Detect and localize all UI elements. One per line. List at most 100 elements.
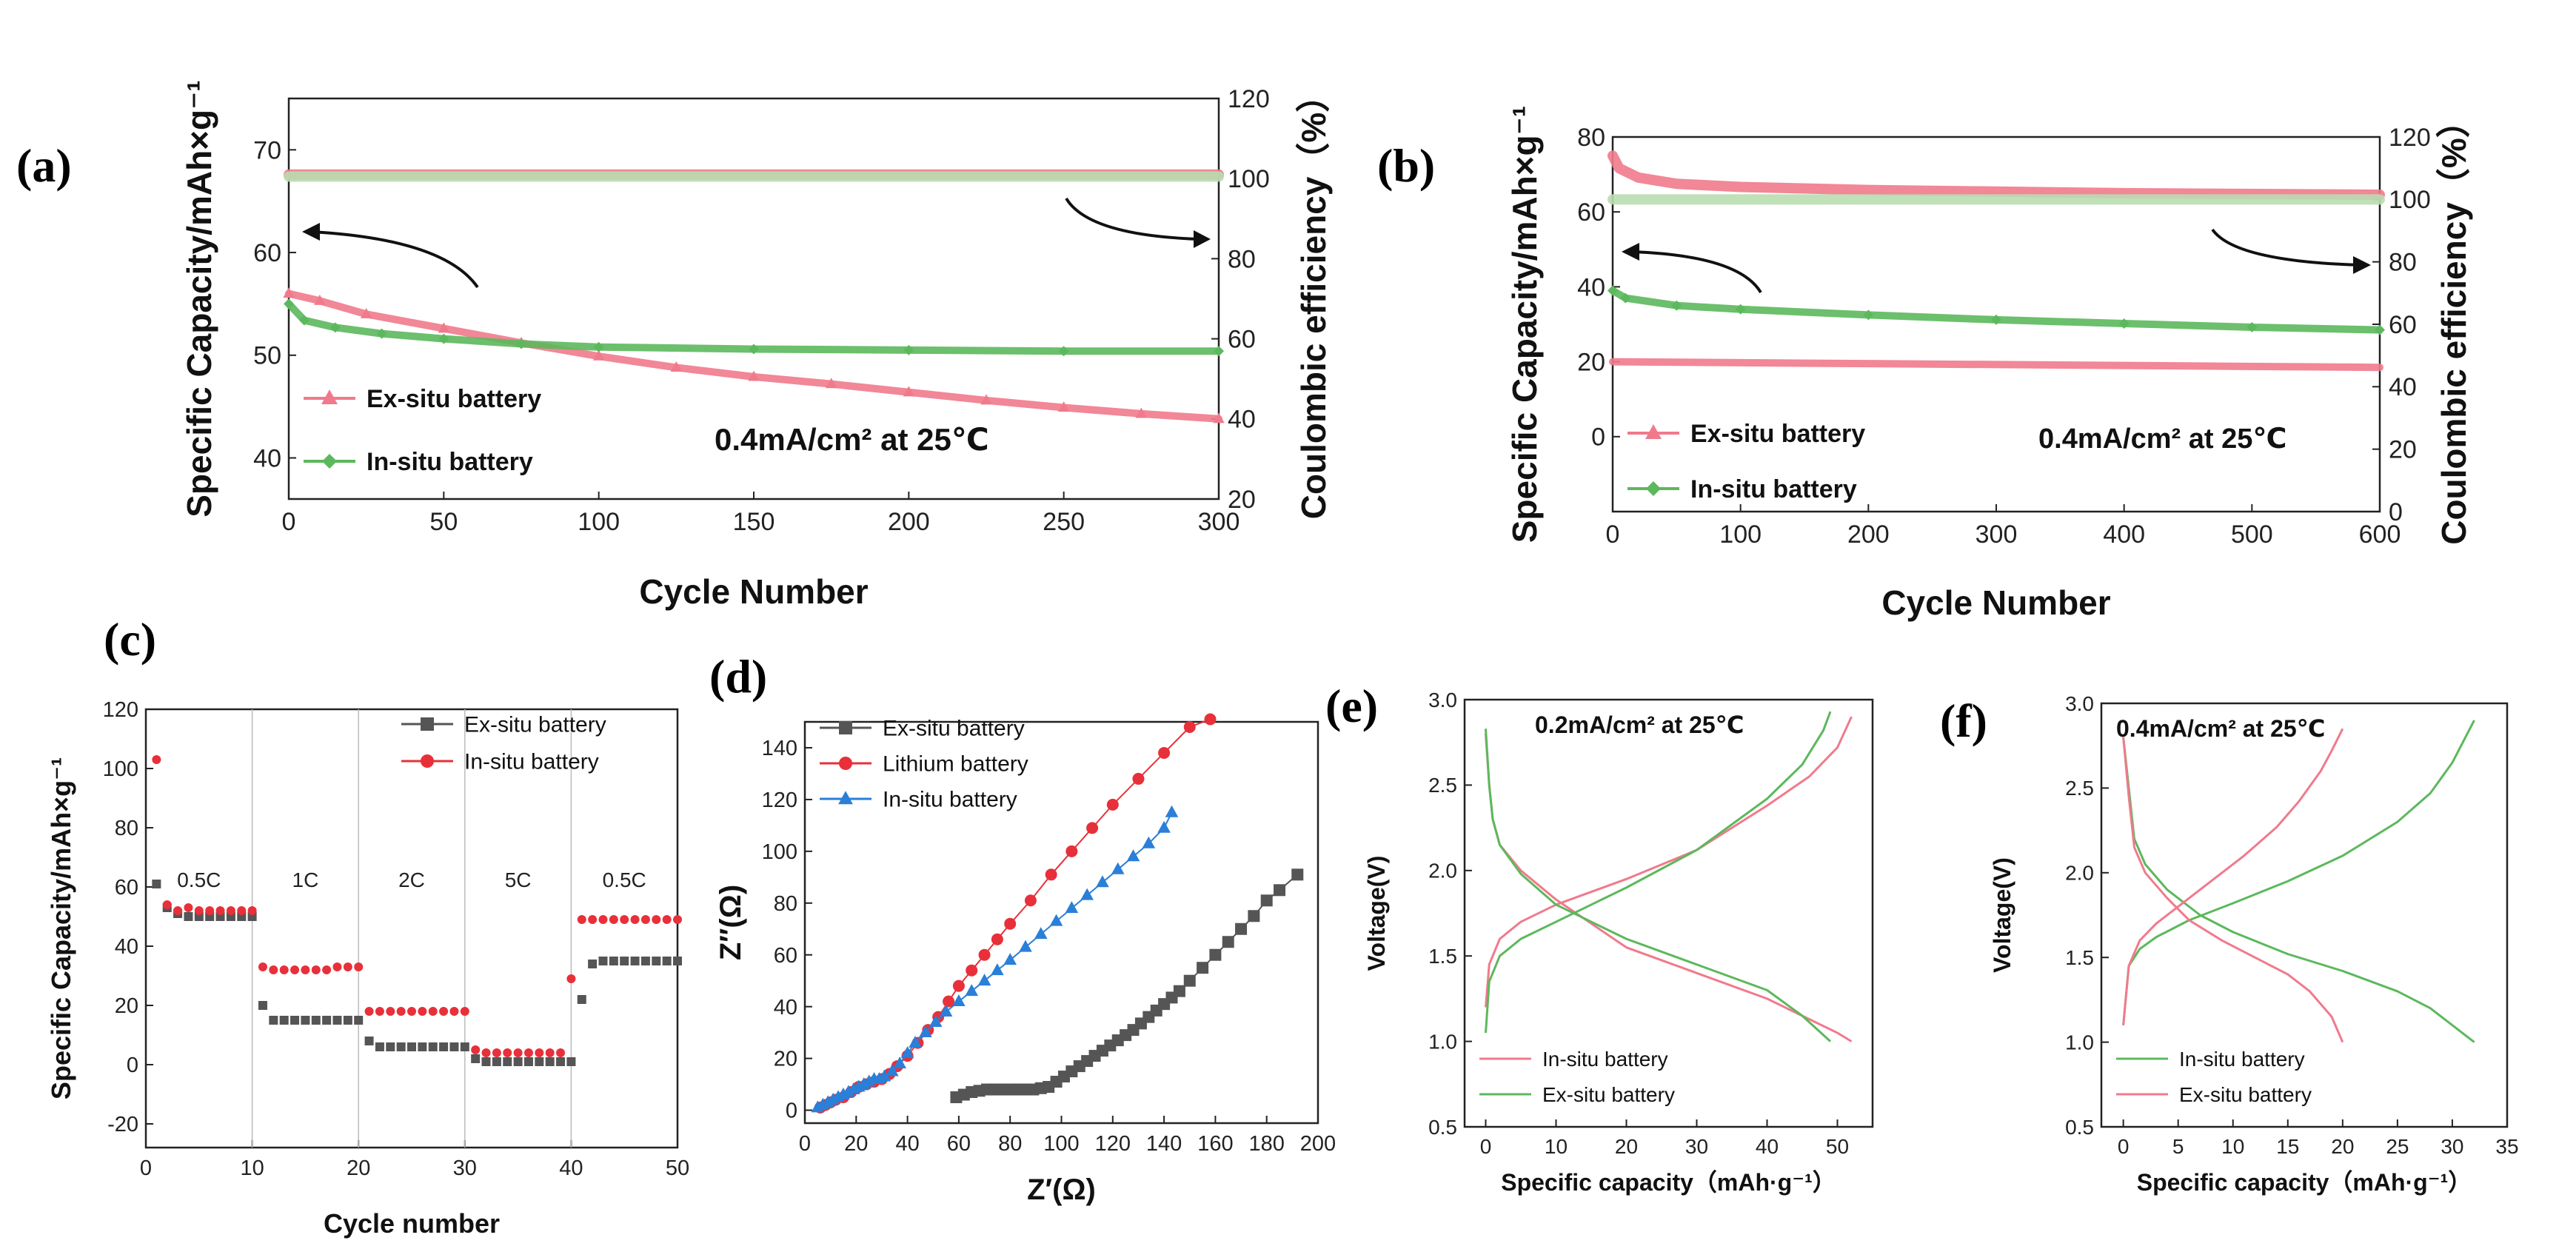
data-point	[205, 906, 215, 915]
data-point	[438, 322, 450, 333]
data-point	[965, 984, 979, 997]
series-ex-situ-ce	[1608, 150, 2385, 201]
series-line	[2122, 720, 2475, 1025]
data-point	[237, 906, 247, 915]
data-point	[471, 1054, 481, 1063]
legend-label: In-situ battery	[1690, 475, 1857, 503]
data-point	[279, 965, 289, 974]
x-tick-label: 20	[1615, 1135, 1638, 1158]
data-point	[269, 1016, 278, 1025]
x-tick-label: 25	[2386, 1135, 2409, 1158]
x-tick-label: 100	[1043, 1132, 1079, 1156]
data-point	[152, 755, 161, 764]
legend: Ex-situ battery In-situ battery	[304, 385, 541, 476]
data-point	[877, 1069, 891, 1082]
x-tick-label: 120	[1095, 1132, 1131, 1156]
series-line	[2122, 737, 2475, 1043]
x-tick-label: 30	[2440, 1135, 2463, 1158]
x-tick-label: 50	[1826, 1135, 1849, 1158]
x-tick-label: 0	[1606, 520, 1620, 549]
left-arrowhead	[1622, 243, 1639, 261]
data-point	[1274, 884, 1286, 897]
data-point	[1248, 910, 1260, 922]
y-tick-label: 60	[1577, 198, 1605, 227]
y-tick-label: 120	[103, 698, 138, 722]
rate-label: 2C	[398, 868, 425, 891]
data-point	[503, 1048, 512, 1057]
x-tick-label: 0	[2118, 1135, 2130, 1158]
y-tick-label: 120	[762, 788, 797, 812]
data-point	[332, 962, 342, 971]
y-tick-label: 1.5	[2065, 946, 2094, 969]
data-point	[492, 1057, 501, 1066]
data-point	[1204, 713, 1217, 726]
data-point	[376, 328, 387, 339]
data-point	[322, 1016, 332, 1025]
x-axis-label: Cycle Number	[639, 572, 868, 611]
y-tick-label: 1.5	[1428, 945, 1457, 968]
data-point	[1291, 868, 1304, 881]
series-line	[1608, 150, 2385, 201]
data-point	[364, 1037, 374, 1045]
x-tick-label: 0	[140, 1156, 152, 1180]
data-point	[566, 1057, 576, 1066]
x-axis-label: Z′(Ω)	[1027, 1173, 1096, 1206]
data-point	[418, 1042, 427, 1051]
data-point	[1004, 917, 1017, 930]
x-tick-label: 20	[347, 1156, 370, 1180]
data-point	[893, 1056, 907, 1068]
y2-tick-label: 100	[2389, 186, 2431, 214]
x-tick-label: 300	[1198, 508, 1240, 536]
data-point	[2247, 322, 2258, 333]
data-point	[630, 957, 640, 965]
y-tick-label: 20	[115, 994, 138, 1018]
plot-frame	[2100, 702, 2509, 1128]
data-point	[194, 906, 204, 915]
y-tick-label: 0	[1591, 423, 1605, 452]
y-tick-label: 60	[774, 944, 797, 968]
right-arrow	[2211, 228, 2361, 267]
x-tick-label: 200	[1300, 1132, 1336, 1156]
legend: Ex-situ battery Lithium battery In-situ ba…	[820, 717, 1028, 812]
series-ex-situ-battery-discharge-	[1485, 729, 1832, 1042]
condition-annotation: 0.4mA/cm² at 25℃	[715, 422, 989, 457]
y-tick-label: 20	[1577, 349, 1605, 377]
legend: In-situ battery Ex-situ battery	[1479, 1048, 1675, 1106]
data-point	[460, 1042, 469, 1051]
y-axis-label: Specific Capacity/mAh×g⁻¹	[180, 80, 218, 518]
data-point	[523, 1057, 533, 1066]
data-point	[535, 1057, 544, 1066]
data-point	[301, 1016, 310, 1025]
data-point	[609, 957, 618, 965]
y-tick-label: 40	[774, 996, 797, 1019]
left-arrowhead	[302, 223, 320, 241]
legend-marker	[839, 757, 852, 770]
data-point	[396, 1007, 406, 1016]
data-point	[301, 965, 310, 974]
series-line	[956, 874, 1298, 1098]
legend-marker	[839, 721, 852, 734]
legend-marker	[838, 791, 853, 805]
x-tick-label: 20	[844, 1132, 868, 1156]
y-tick-label: 0	[127, 1054, 138, 1077]
data-point	[329, 322, 341, 333]
data-point	[283, 287, 295, 298]
x-tick-label: 5	[2172, 1135, 2184, 1158]
data-point	[535, 1048, 544, 1057]
series-in-situ-battery	[811, 805, 1179, 1113]
condition-annotation: 0.2mA/cm² at 25℃	[1535, 711, 1744, 738]
right-arrowhead	[2353, 256, 2371, 274]
rate-label: 5C	[505, 868, 532, 891]
data-point	[640, 915, 650, 924]
series-line	[2122, 737, 2344, 1043]
x-axis-label: Cycle Number	[1881, 583, 2110, 622]
data-point	[523, 1048, 533, 1057]
x-tick-label: 140	[1146, 1132, 1182, 1156]
data-point	[173, 906, 183, 915]
x-tick-label: 35	[2495, 1135, 2518, 1158]
x-axis-label: Specific capacity（mAh·g⁻¹）	[2137, 1169, 2472, 1196]
data-point	[593, 341, 604, 352]
data-point	[162, 900, 172, 909]
x-tick-label: 0	[799, 1132, 811, 1156]
plot-frame	[144, 708, 679, 1149]
